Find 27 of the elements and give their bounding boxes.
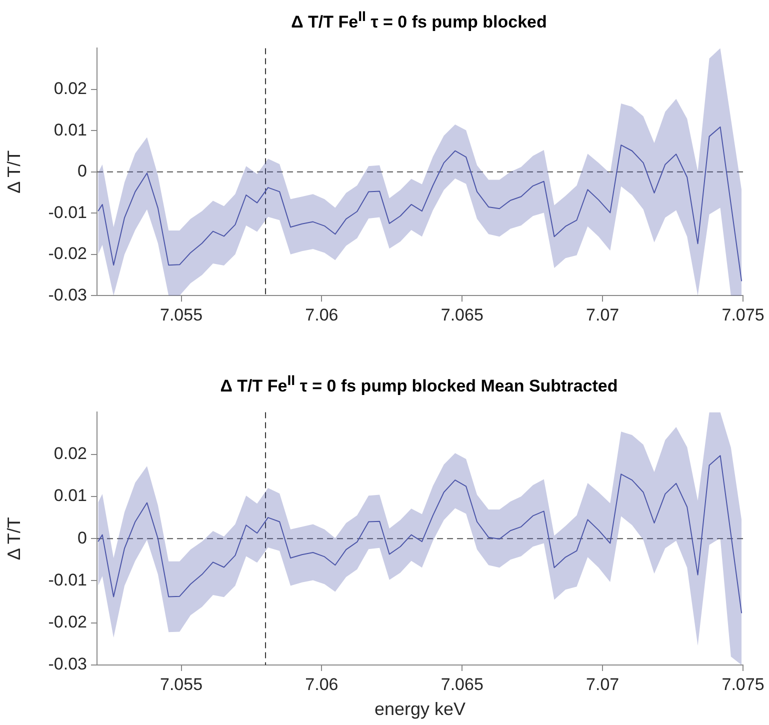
y-tick-label: -0.02 <box>48 244 87 264</box>
y-tick-label: 0.02 <box>54 444 87 464</box>
y-axis-title: Δ T/T <box>4 517 24 560</box>
x-tick-label: 7.07 <box>586 305 620 324</box>
y-tick-label: 0.01 <box>54 120 87 140</box>
x-tick-label: 7.065 <box>440 305 484 324</box>
y-tick-label: 0.01 <box>54 486 87 506</box>
y-tick-label: -0.01 <box>48 202 87 222</box>
x-tick-label: 7.06 <box>305 305 338 324</box>
x-tick-label: 7.055 <box>160 674 203 694</box>
y-tick-label: -0.03 <box>48 285 87 304</box>
x-tick-label: 7.06 <box>305 674 338 694</box>
x-tick-label: 7.055 <box>160 305 203 324</box>
y-tick-label: 0.02 <box>54 79 87 98</box>
x-tick-label: 7.075 <box>722 674 764 694</box>
x-axis-title: energy keV <box>374 699 466 720</box>
y-tick-label: -0.01 <box>48 570 87 590</box>
y-tick-label: 0 <box>78 528 87 548</box>
y-tick-label: -0.02 <box>48 612 87 632</box>
chart-title: Δ T/T Fe$^{II}$ τ = 0 fs pump blocked <box>290 9 548 33</box>
x-tick-label: 7.075 <box>722 305 764 324</box>
x-tick-label: 7.07 <box>586 674 620 694</box>
y-axis-title: Δ T/T <box>4 150 24 194</box>
y-tick-label: -0.03 <box>48 654 87 674</box>
chart-title: Δ T/T Fe$^{II}$ τ = 0 fs pump blocked Mean Subtracted <box>219 373 619 397</box>
x-tick-label: 7.065 <box>440 674 484 694</box>
y-tick-label: 0 <box>78 162 87 181</box>
